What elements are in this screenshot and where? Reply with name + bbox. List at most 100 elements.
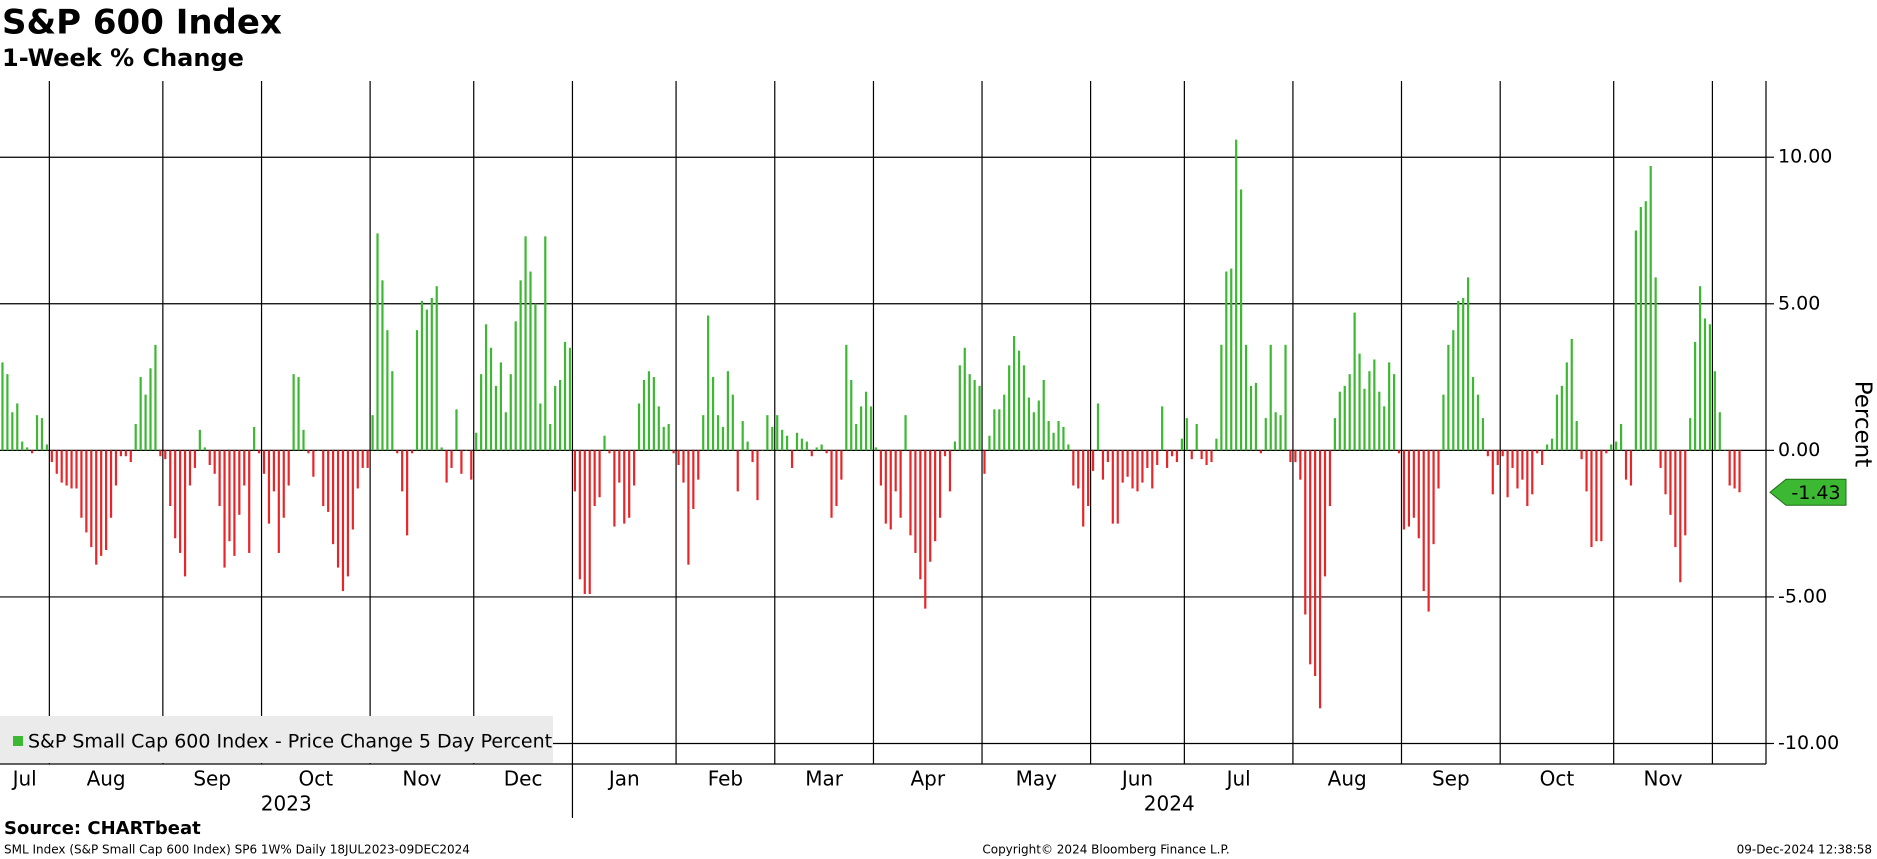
bar xyxy=(1570,338,1573,451)
bar xyxy=(30,450,34,454)
x-tick-label: Jan xyxy=(607,767,640,791)
bar xyxy=(1022,365,1026,451)
bar xyxy=(1274,412,1277,451)
bar xyxy=(1407,450,1410,527)
bar xyxy=(1156,450,1159,466)
bar xyxy=(721,426,725,451)
bar xyxy=(1516,450,1519,489)
bar xyxy=(830,450,833,518)
bar xyxy=(1531,450,1534,495)
bar xyxy=(129,450,132,463)
bar xyxy=(1141,450,1144,483)
bar xyxy=(1392,374,1396,451)
bar xyxy=(238,450,241,515)
bar xyxy=(662,426,665,451)
bar xyxy=(1348,374,1351,451)
bar xyxy=(1664,450,1667,495)
bar xyxy=(1624,450,1628,480)
bar xyxy=(361,450,364,468)
bar xyxy=(144,394,147,451)
bar xyxy=(1235,139,1238,451)
bar xyxy=(356,450,359,489)
bar xyxy=(1294,450,1297,463)
bar xyxy=(124,450,127,457)
bar xyxy=(40,418,44,451)
bar xyxy=(1289,450,1292,463)
bar xyxy=(1634,230,1638,451)
bar xyxy=(889,450,892,530)
bar xyxy=(60,450,63,483)
bar xyxy=(628,450,631,518)
bar xyxy=(1481,418,1485,451)
bar xyxy=(924,450,927,609)
bar xyxy=(1462,297,1465,451)
bar xyxy=(1698,286,1702,451)
source: Source: CHARTbeat xyxy=(4,818,201,839)
bar xyxy=(820,444,823,451)
bar xyxy=(55,450,58,474)
bar xyxy=(1180,438,1183,451)
bar xyxy=(391,371,394,451)
bar xyxy=(578,450,581,580)
bar xyxy=(1230,268,1233,451)
bar xyxy=(1017,350,1021,451)
bar xyxy=(1121,450,1124,483)
bar xyxy=(193,450,197,468)
bar xyxy=(1437,450,1440,489)
bar xyxy=(70,450,73,489)
bar xyxy=(440,447,443,451)
bar xyxy=(879,450,882,486)
bar xyxy=(346,450,350,577)
bar xyxy=(519,280,522,451)
bar xyxy=(1432,450,1435,545)
bar xyxy=(884,450,887,524)
bar xyxy=(544,236,547,451)
bar xyxy=(559,379,562,451)
footer-left: SML Index (S&P Small Cap 600 Index) SP6 … xyxy=(4,843,470,857)
bar xyxy=(751,450,754,463)
bar xyxy=(864,391,868,451)
bar xyxy=(450,450,453,468)
bar xyxy=(341,450,345,592)
bar xyxy=(1506,450,1509,498)
x-tick-label: Jul xyxy=(11,767,37,791)
bar xyxy=(1299,450,1302,480)
x-tick-label: Nov xyxy=(1644,767,1683,791)
bar xyxy=(1674,450,1677,548)
bar xyxy=(218,450,221,507)
bar xyxy=(26,447,29,451)
bar xyxy=(1511,450,1514,468)
bar xyxy=(484,324,488,451)
bar xyxy=(35,415,39,451)
bar xyxy=(351,450,354,530)
bar xyxy=(1442,394,1445,451)
bar xyxy=(1560,385,1563,451)
bar xyxy=(1027,397,1031,451)
bar xyxy=(741,421,744,451)
bar xyxy=(850,379,853,451)
bar xyxy=(1363,388,1366,451)
bar xyxy=(509,374,512,451)
bar xyxy=(840,450,843,480)
bar xyxy=(1304,450,1307,615)
bar xyxy=(815,447,818,451)
bar xyxy=(524,236,527,451)
bar xyxy=(470,450,473,480)
bar xyxy=(1343,385,1346,451)
bar xyxy=(203,447,206,451)
bar xyxy=(1042,379,1045,451)
x-tick-label: May xyxy=(1016,767,1058,791)
bar xyxy=(1639,207,1642,451)
bar xyxy=(1728,450,1731,486)
bar xyxy=(1486,450,1489,457)
x-tick-label: Nov xyxy=(402,767,441,791)
bar xyxy=(1723,450,1726,451)
bar xyxy=(549,423,552,451)
bar xyxy=(845,344,848,451)
bar xyxy=(312,450,315,477)
bar xyxy=(1353,312,1356,451)
bar xyxy=(1003,394,1006,451)
bar xyxy=(149,368,152,451)
bar xyxy=(381,280,384,451)
